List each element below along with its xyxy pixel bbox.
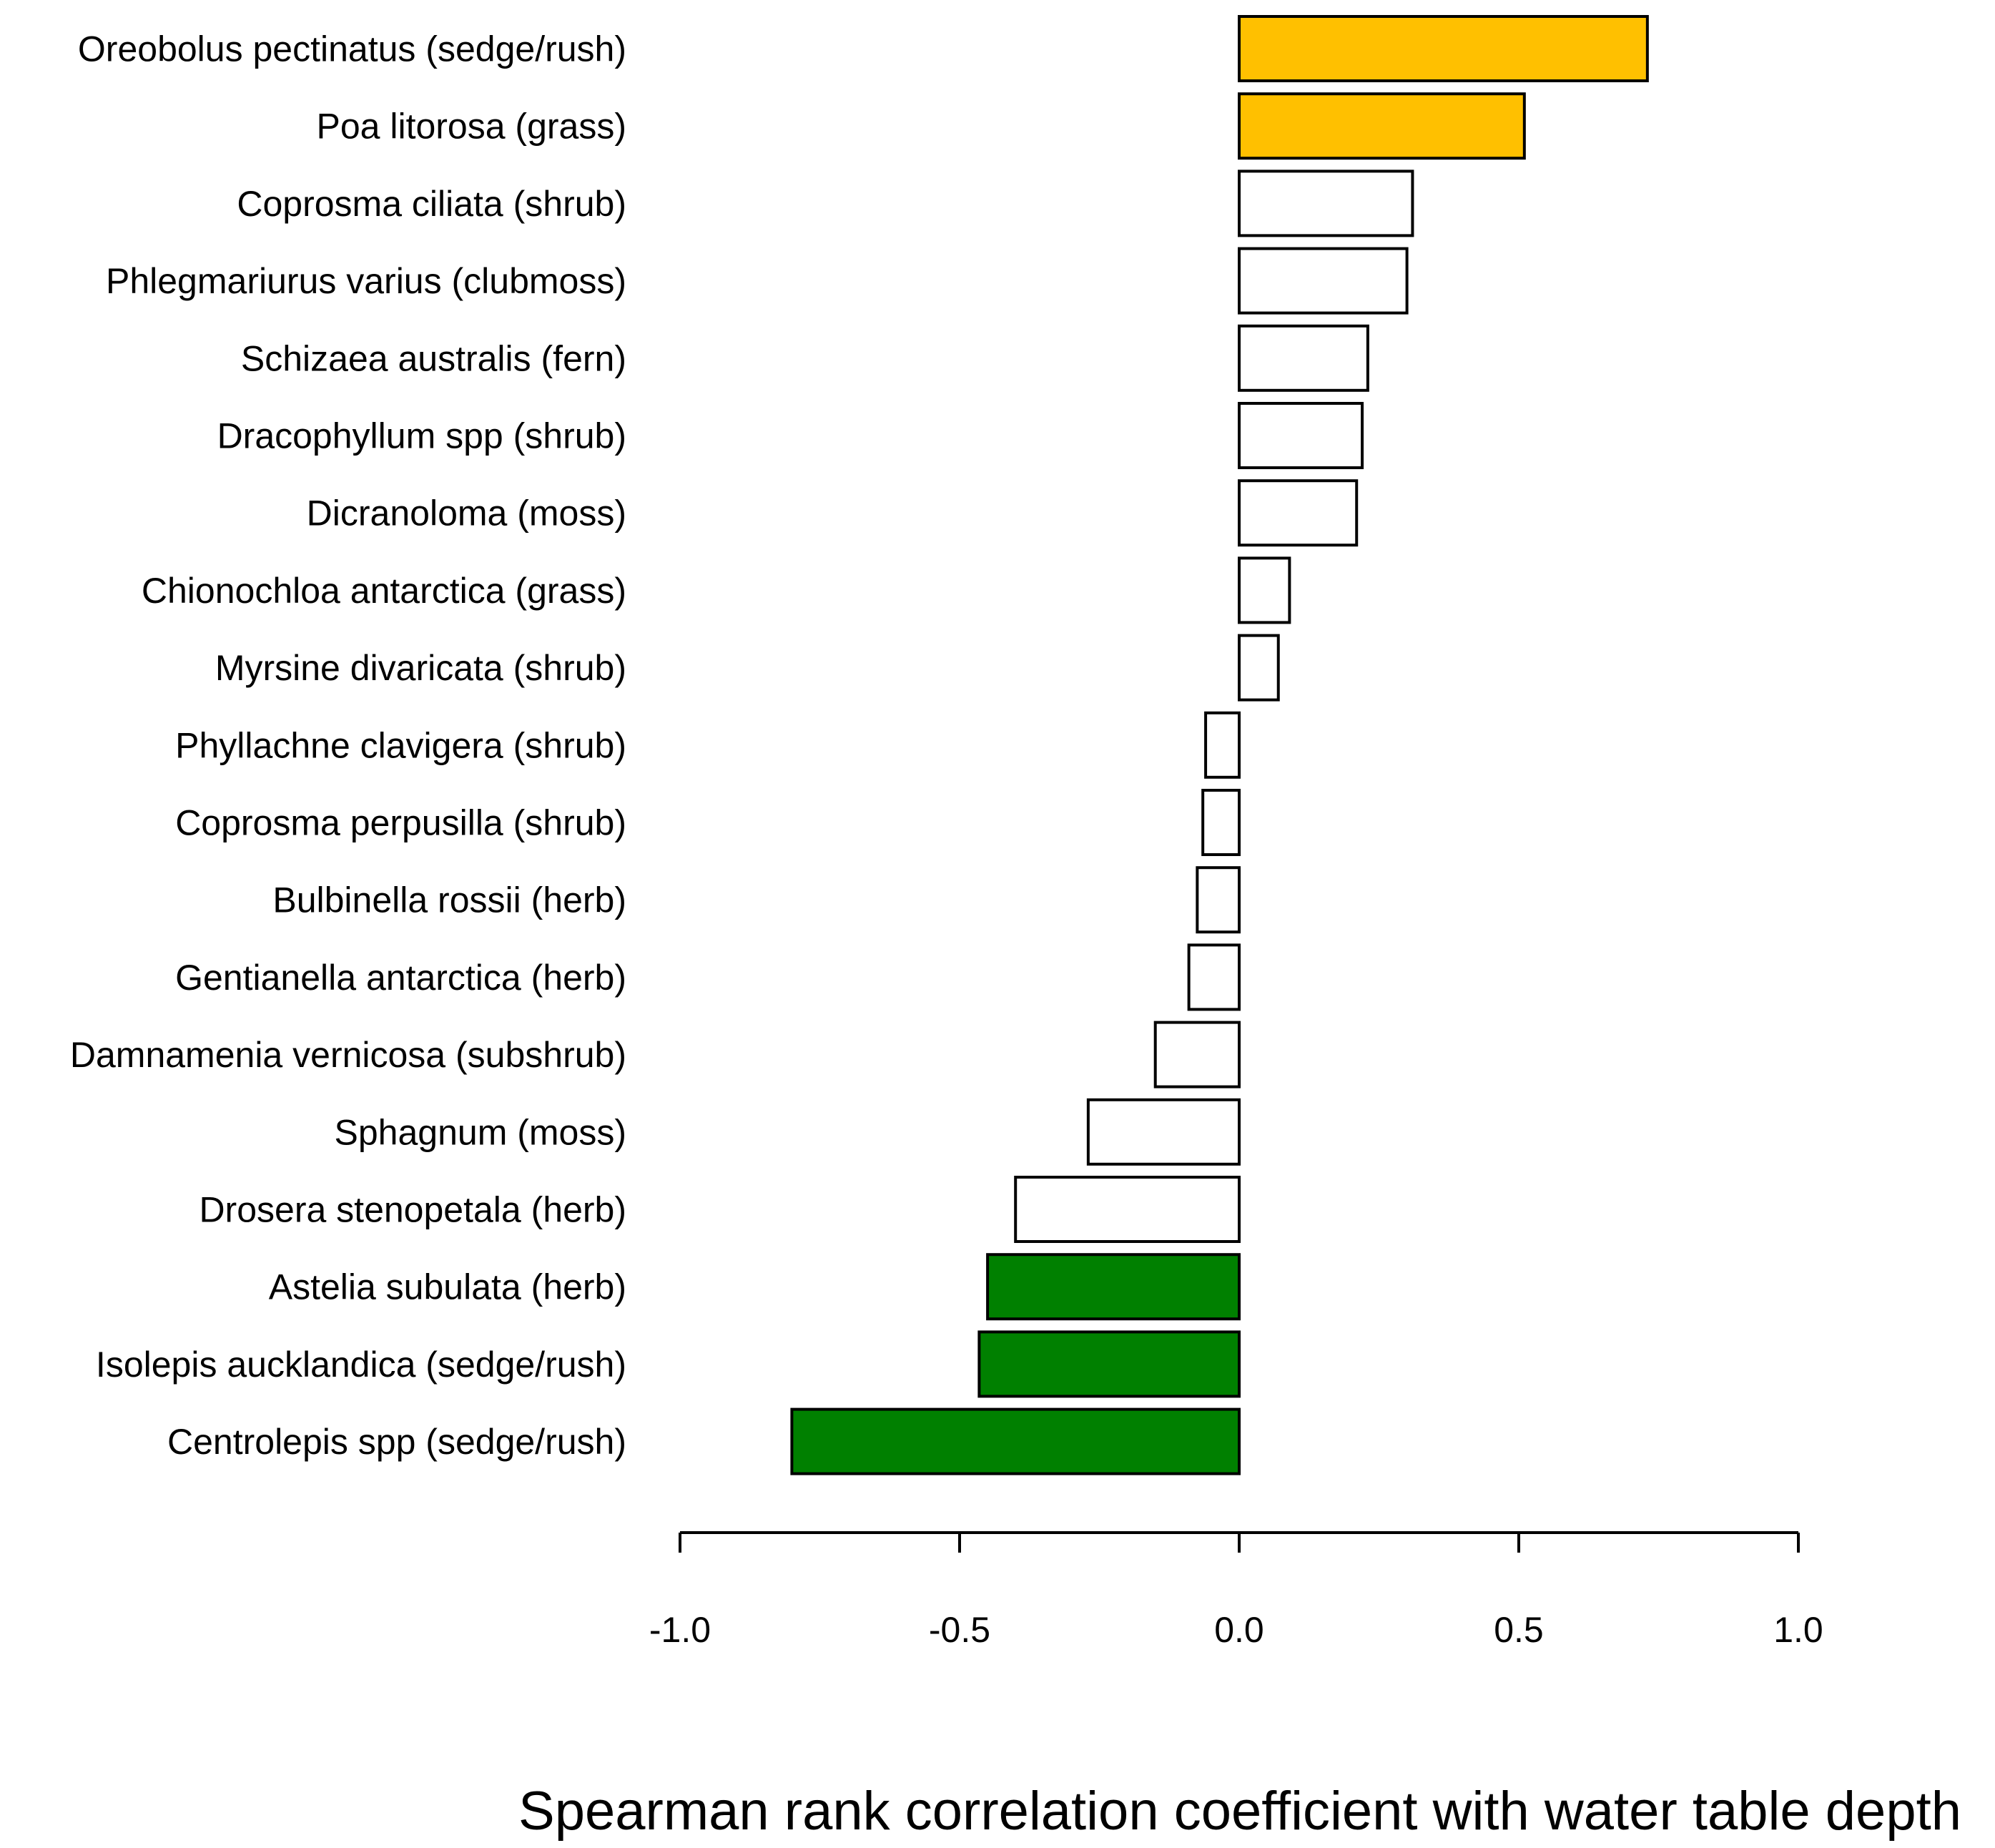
bar [1201,789,1241,856]
bar [1238,92,1526,160]
bar [1014,1176,1241,1243]
bar [1204,711,1241,779]
bar [1238,402,1364,469]
category-label: Coprosma perpusilla (shrub) [175,803,626,843]
category-label: Myrsine divaricata (shrub) [215,648,626,688]
category-label: Phyllachne clavigera (shrub) [175,725,626,765]
category-label: Sphagnum (moss) [335,1112,627,1152]
bar [790,1407,1241,1475]
category-label: Bulbinella rossii (herb) [272,880,626,920]
bar [1238,324,1369,392]
bar [1187,943,1241,1011]
category-label: Poa litorosa (grass) [317,107,627,147]
category-label: Isolepis aucklandica (sedge/rush) [96,1345,626,1385]
category-label: Gentianella antarctica (herb) [175,958,626,998]
category-label: Schizaea australis (fern) [241,338,626,378]
bar [977,1330,1241,1398]
bar [1086,1098,1241,1166]
category-label: Coprosma ciliata (shrub) [237,184,626,224]
bar [1153,1021,1241,1088]
bar [1196,866,1241,934]
category-label: Chionochloa antarctica (grass) [142,571,626,611]
bar [1238,634,1280,702]
x-tick-label: -1.0 [649,1610,711,1650]
bar [1238,479,1359,547]
category-label: Oreobolus pectinatus (sedge/rush) [78,29,626,69]
category-labels: Oreobolus pectinatus (sedge/rush) Poa lit… [70,29,626,1463]
category-label: Damnamenia vernicosa (subshrub) [70,1035,626,1075]
x-tick-label: -0.5 [929,1610,990,1650]
bar [1238,169,1414,237]
x-tick-label: 0.5 [1494,1610,1544,1650]
category-label: Dicranoloma (moss) [307,493,626,534]
category-label: Dracophyllum spp (shrub) [217,416,626,456]
category-label: Phlegmariurus varius (clubmoss) [106,261,626,301]
category-label: Astelia subulata (herb) [269,1267,626,1307]
category-label: Centrolepis spp (sedge/rush) [167,1422,626,1462]
bars-group [790,15,1649,1475]
x-tick-label: 1.0 [1773,1610,1823,1650]
bar [1238,15,1649,82]
x-axis-title: Spearman rank correlation coefficient wi… [518,1781,1961,1842]
x-tick-label: 0.0 [1214,1610,1264,1650]
category-label: Drosera stenopetala (herb) [199,1190,626,1230]
bar [986,1253,1241,1321]
x-axis: -1.0 -0.5 0.0 0.5 1.0 [649,1531,1823,1650]
bar [1238,556,1291,624]
bar [1238,247,1409,315]
